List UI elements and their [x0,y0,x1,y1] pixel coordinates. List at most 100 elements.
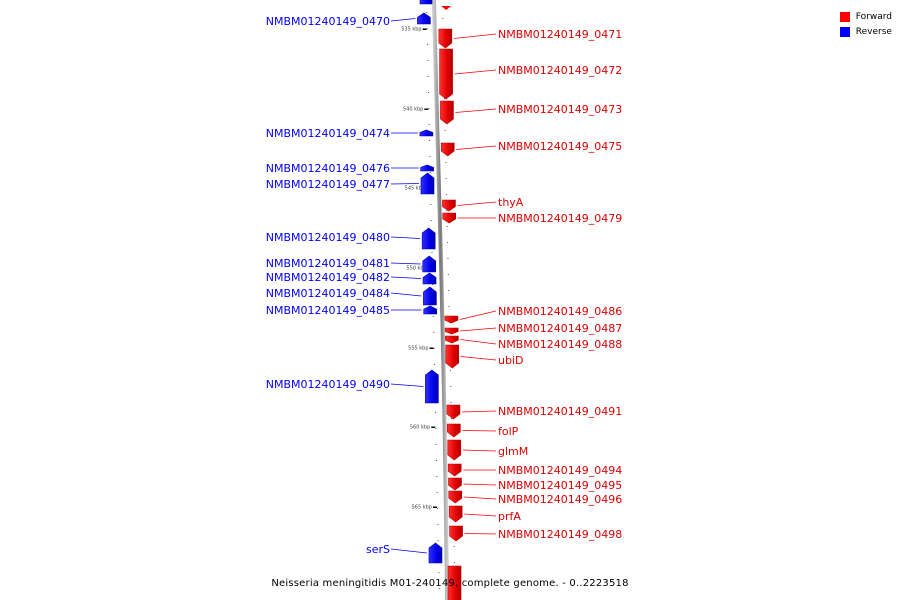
axis-minor-tick [432,316,434,317]
gene-arrow-forward-prfa[interactable] [448,505,463,523]
leader-line [460,356,497,361]
axis-minor-tick [435,428,437,429]
gene-label-nmbm01240149-0494[interactable]: NMBM01240149_0494 [498,464,622,477]
gene-arrow-reverse-nmbm01240149-0480[interactable] [421,227,436,250]
gene-label-nmbm01240149-0479[interactable]: NMBM01240149_0479 [498,212,622,225]
gene-label-nmbm01240149-0482[interactable]: NMBM01240149_0482 [266,271,390,284]
gene-arrow-forward-partial[interactable] [441,6,452,10]
gene-arrow-forward-nmbm01240149-0488[interactable] [445,335,459,344]
gene-label-nmbm01240149-0472[interactable]: NMBM01240149_0472 [498,64,622,77]
gene-arrow-forward-nmbm01240149-0471[interactable] [438,28,453,49]
axis-minor-tick [447,242,449,243]
legend-reverse-swatch [839,26,850,37]
leader-line [463,483,497,486]
leader-line [390,548,428,554]
axis-minor-tick [449,370,451,371]
gene-arrow-forward-nmbm01240149-0475[interactable] [440,142,455,157]
gene-arrow-forward-nmbm01240149-0472[interactable] [439,48,453,100]
leader-line [464,533,497,535]
gene-label-nmbm01240149-0488[interactable]: NMBM01240149_0488 [498,338,622,351]
gene-label-nmbm01240149-0477[interactable]: NMBM01240149_0477 [266,178,390,191]
gene-arrow-reverse-nmbm01240149-0477[interactable] [420,172,435,195]
gene-label-nmbm01240149-0485[interactable]: NMBM01240149_0485 [266,304,390,317]
leader-line [390,262,421,265]
gene-arrow-reverse-nmbm01240149-0490[interactable] [425,369,439,404]
axis-minor-tick [450,418,452,419]
leader-line [462,449,497,452]
gene-label-nmbm01240149-0495[interactable]: NMBM01240149_0495 [498,479,622,492]
leader-line [453,33,497,39]
gene-label-nmbm01240149-0487[interactable]: NMBM01240149_0487 [498,322,622,335]
gene-label-nmbm01240149-0470[interactable]: NMBM01240149_0470 [266,15,390,28]
leader-line [390,276,422,279]
axis-tick-mark [422,28,427,30]
axis-tick-mark [431,426,436,428]
gene-arrow-forward-nmbm01240149-0473[interactable] [440,100,454,125]
gene-arrow-forward-nmbm01240149-0494[interactable] [447,463,462,477]
gene-label-nmbm01240149-0496[interactable]: NMBM01240149_0496 [498,493,622,506]
leader-line [464,513,497,517]
gene-arrow-forward-nmbm01240149-0496[interactable] [448,490,463,504]
leader-line [462,430,497,432]
gene-arrow-reverse-nmbm01240149-0481[interactable] [422,255,437,273]
gene-arrow-reverse-nmbm01240149-0476[interactable] [420,164,434,172]
axis-minor-tick [442,18,444,19]
gene-label-nmbm01240149-0474[interactable]: NMBM01240149_0474 [266,127,390,140]
leader-line [460,327,497,332]
gene-label-nmbm01240149-0498[interactable]: NMBM01240149_0498 [498,528,622,541]
axis-minor-tick [434,412,436,413]
gene-label-nmbm01240149-0486[interactable]: NMBM01240149_0486 [498,305,622,318]
gene-arrow-forward-nmbm01240149-0486[interactable] [444,315,459,324]
axis-minor-tick [447,258,449,259]
axis-minor-tick [430,220,432,221]
gene-arrow-reverse-sers[interactable] [428,542,443,564]
gene-arrow-forward-thya[interactable] [442,199,456,212]
genome-axis-line [432,0,449,600]
axis-minor-tick [427,92,429,93]
gene-label-nmbm01240149-0484[interactable]: NMBM01240149_0484 [266,287,390,300]
gene-arrow-forward-partial[interactable] [447,565,462,600]
axis-minor-tick [436,476,438,477]
axis-minor-tick [438,588,440,589]
gene-arrow-reverse-nmbm01240149-0484[interactable] [423,286,437,306]
axis-minor-tick [453,546,455,547]
gene-arrow-forward-glmm[interactable] [447,439,462,461]
gene-arrow-forward-nmbm01240149-0491[interactable] [446,404,461,420]
gene-label-nmbm01240149-0473[interactable]: NMBM01240149_0473 [498,103,622,116]
gene-arrow-forward-nmbm01240149-0487[interactable] [444,327,459,335]
gene-label-nmbm01240149-0491[interactable]: NMBM01240149_0491 [498,405,622,418]
axis-minor-tick [428,124,430,125]
gene-label-nmbm01240149-0490[interactable]: NMBM01240149_0490 [266,378,390,391]
gene-arrow-forward-nmbm01240149-0479[interactable] [442,212,457,224]
gene-label-ubid[interactable]: ubiD [498,354,523,367]
legend-reverse-label: Reverse [855,26,892,37]
gene-arrow-reverse-nmbm01240149-0482[interactable] [422,272,437,285]
gene-label-sers[interactable]: serS [366,543,390,556]
gene-arrow-reverse-nmbm01240149-0470[interactable] [417,12,431,25]
gene-label-nmbm01240149-0471[interactable]: NMBM01240149_0471 [498,28,622,41]
axis-minor-tick [429,140,431,141]
axis-minor-tick [426,28,428,29]
gene-label-nmbm01240149-0475[interactable]: NMBM01240149_0475 [498,140,622,153]
gene-label-nmbm01240149-0480[interactable]: NMBM01240149_0480 [266,231,390,244]
gene-arrow-forward-nmbm01240149-0495[interactable] [448,477,462,491]
gene-label-glmm[interactable]: glmM [498,445,528,458]
gene-label-folp[interactable]: folP [498,425,519,438]
axis-tick-mark [429,347,434,349]
axis-minor-tick [436,492,438,493]
gene-label-nmbm01240149-0476[interactable]: NMBM01240149_0476 [266,162,390,175]
axis-minor-tick [426,44,428,45]
axis-minor-tick [443,98,445,99]
gene-label-prfa[interactable]: prfA [498,510,521,523]
gene-label-thya[interactable]: thyA [498,196,524,209]
gene-label-nmbm01240149-0481[interactable]: NMBM01240149_0481 [266,257,390,270]
gene-arrow-forward-folp[interactable] [447,423,461,438]
gene-arrow-forward-ubid[interactable] [445,344,460,369]
gene-arrow-forward-nmbm01240149-0498[interactable] [449,525,463,542]
gene-arrow-reverse-nmbm01240149-0474[interactable] [419,129,434,137]
gene-arrow-reverse-partial[interactable] [419,0,433,5]
axis-minor-tick [432,284,434,285]
axis-minor-tick [429,156,431,157]
axis-minor-tick [433,348,435,349]
gene-arrow-reverse-nmbm01240149-0485[interactable] [423,305,438,315]
